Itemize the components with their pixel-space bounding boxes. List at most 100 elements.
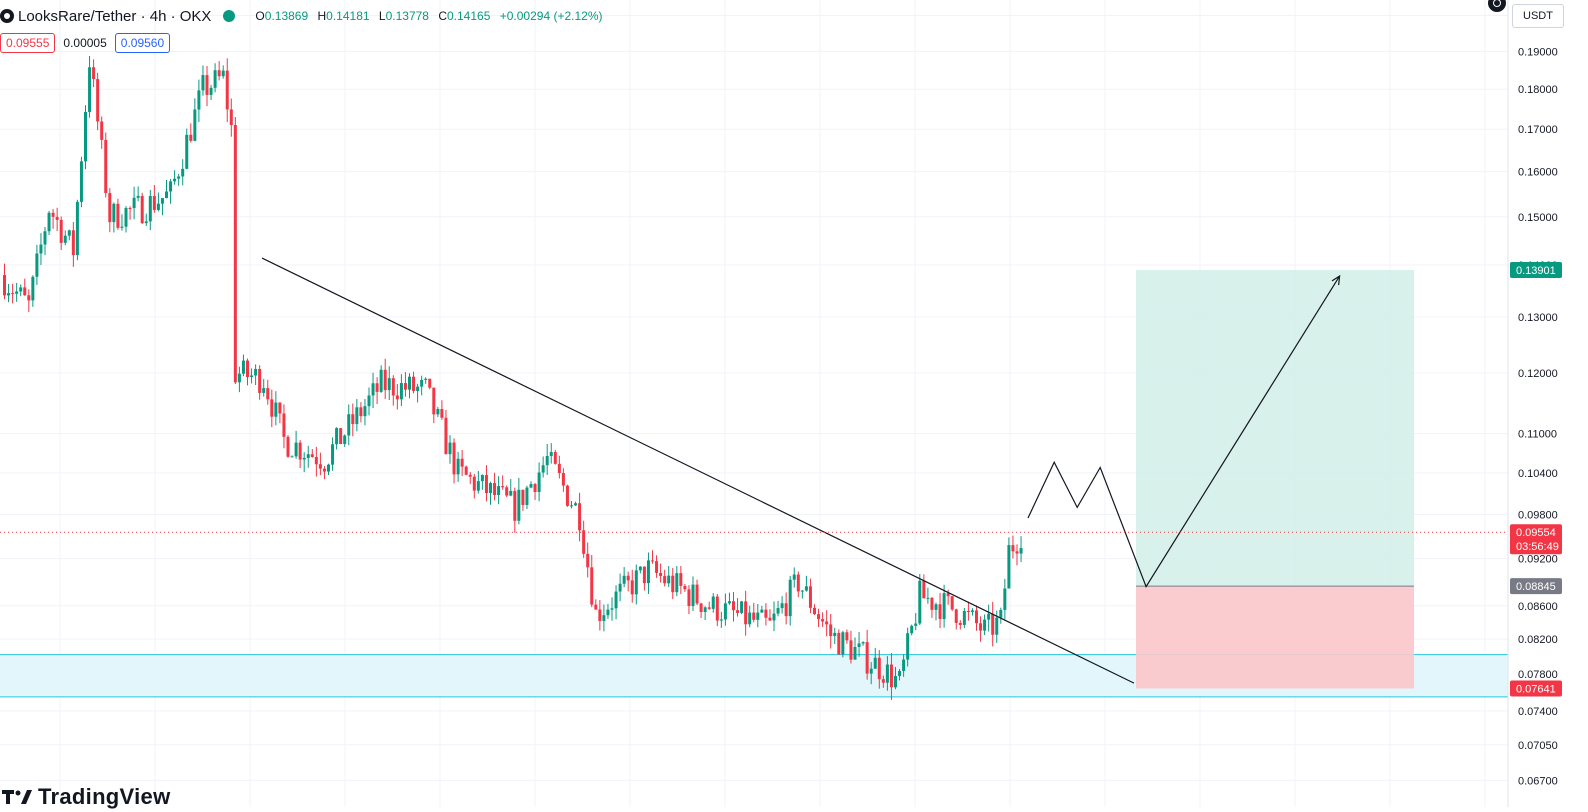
- candle-body: [711, 596, 715, 609]
- y-tick-label: 0.06700: [1518, 775, 1558, 787]
- price-label-last-box: [1510, 524, 1562, 555]
- candle-body: [116, 203, 120, 228]
- candle-body: [646, 560, 650, 584]
- low-value: 0.13778: [385, 9, 429, 23]
- candle-body: [792, 574, 796, 580]
- candle-body: [549, 452, 553, 457]
- candle-body: [493, 483, 497, 496]
- price-label-stop-box: [1510, 680, 1562, 697]
- candle-body: [796, 574, 800, 592]
- candle-body: [744, 601, 748, 625]
- candle-body: [456, 458, 460, 475]
- candle-body: [869, 668, 873, 674]
- candle-body: [424, 378, 428, 380]
- candle-body: [152, 196, 156, 210]
- candle-body: [784, 603, 788, 617]
- candle-body: [845, 632, 849, 641]
- candle-body: [541, 465, 545, 473]
- symbol-title[interactable]: LooksRare/Tether · 4h · OKX: [18, 7, 212, 25]
- candle-body: [480, 475, 484, 482]
- change-value: +0.00294 (+2.12%): [499, 9, 603, 23]
- candle-body: [853, 646, 857, 660]
- candle-body: [165, 191, 168, 199]
- candle-body: [347, 414, 351, 436]
- settings-icon[interactable]: [1488, 0, 1506, 12]
- candle-body: [703, 607, 707, 612]
- candle-body: [817, 614, 821, 620]
- candle-body: [286, 436, 290, 457]
- candle-body: [727, 601, 731, 604]
- candle-body: [877, 657, 881, 680]
- candle-body: [484, 475, 488, 494]
- candle-body: [991, 613, 995, 635]
- candle-body: [254, 368, 258, 376]
- candle-body: [124, 207, 128, 227]
- candle-body: [314, 456, 318, 465]
- candle-body: [221, 70, 225, 77]
- sell-price-badge[interactable]: 0.09555: [0, 33, 56, 53]
- candle-body: [586, 553, 590, 568]
- candle-body: [565, 485, 569, 506]
- candle-body: [148, 196, 152, 222]
- candle-body: [266, 388, 270, 400]
- candle-body: [408, 376, 411, 390]
- candle-body: [707, 607, 711, 609]
- symbol-logo-icon: [0, 9, 14, 23]
- candle-body: [691, 584, 695, 607]
- currency-selector[interactable]: USDT: [1512, 4, 1564, 28]
- candle-body: [942, 593, 946, 620]
- candle-body: [545, 456, 549, 466]
- candle-body: [59, 219, 63, 243]
- y-tick-label: 0.08600: [1518, 601, 1558, 613]
- candle-body: [371, 383, 375, 396]
- candle-body: [55, 216, 59, 220]
- candle-body: [683, 586, 687, 590]
- candle-body: [140, 195, 144, 224]
- candle-body: [630, 580, 634, 595]
- candle-body: [800, 590, 804, 592]
- candle-body: [331, 444, 335, 465]
- tradingview-logo-icon: [2, 786, 32, 804]
- candle-body: [460, 458, 464, 467]
- candle-body: [489, 483, 492, 494]
- candle-body: [719, 619, 723, 621]
- price-axis[interactable]: 0.200000.190000.180000.170000.160000.150…: [1507, 0, 1562, 807]
- candle-body: [910, 625, 914, 634]
- candle-body: [610, 608, 614, 610]
- candle-body: [310, 454, 314, 457]
- candle-body: [298, 442, 302, 460]
- candle-body: [104, 139, 108, 194]
- y-tick-label: 0.07400: [1518, 706, 1558, 718]
- candle-body: [258, 368, 262, 393]
- candle-body: [169, 181, 173, 192]
- y-tick-label: 0.15000: [1518, 212, 1558, 224]
- candle-body: [829, 624, 833, 637]
- candle-body: [47, 212, 51, 232]
- buy-price-badge[interactable]: 0.09560: [114, 33, 171, 53]
- candle-body: [513, 490, 517, 521]
- bar-countdown: 03:56:49: [1516, 541, 1559, 553]
- price-label-entry: 0.08845: [1516, 581, 1556, 593]
- candle-body: [570, 505, 573, 507]
- price-label-target: 0.13901: [1516, 265, 1556, 277]
- candle-body: [736, 610, 740, 613]
- close-label: C: [438, 9, 447, 23]
- candle-body: [246, 360, 249, 378]
- candle-body: [132, 197, 136, 209]
- candle-body: [403, 383, 407, 390]
- candle-body: [618, 583, 622, 592]
- candle-body: [675, 573, 679, 593]
- candle-body: [318, 464, 322, 469]
- high-label: H: [317, 9, 327, 23]
- candle-body: [962, 610, 966, 625]
- projection-path: [1027, 275, 1341, 588]
- y-tick-label: 0.07800: [1518, 669, 1558, 681]
- candle-body: [752, 612, 756, 620]
- candle-body: [517, 489, 521, 521]
- candle-body: [440, 409, 444, 418]
- candle-body: [193, 109, 197, 141]
- candle-body: [343, 435, 347, 445]
- candle-body: [327, 464, 330, 472]
- candle-body: [885, 664, 889, 683]
